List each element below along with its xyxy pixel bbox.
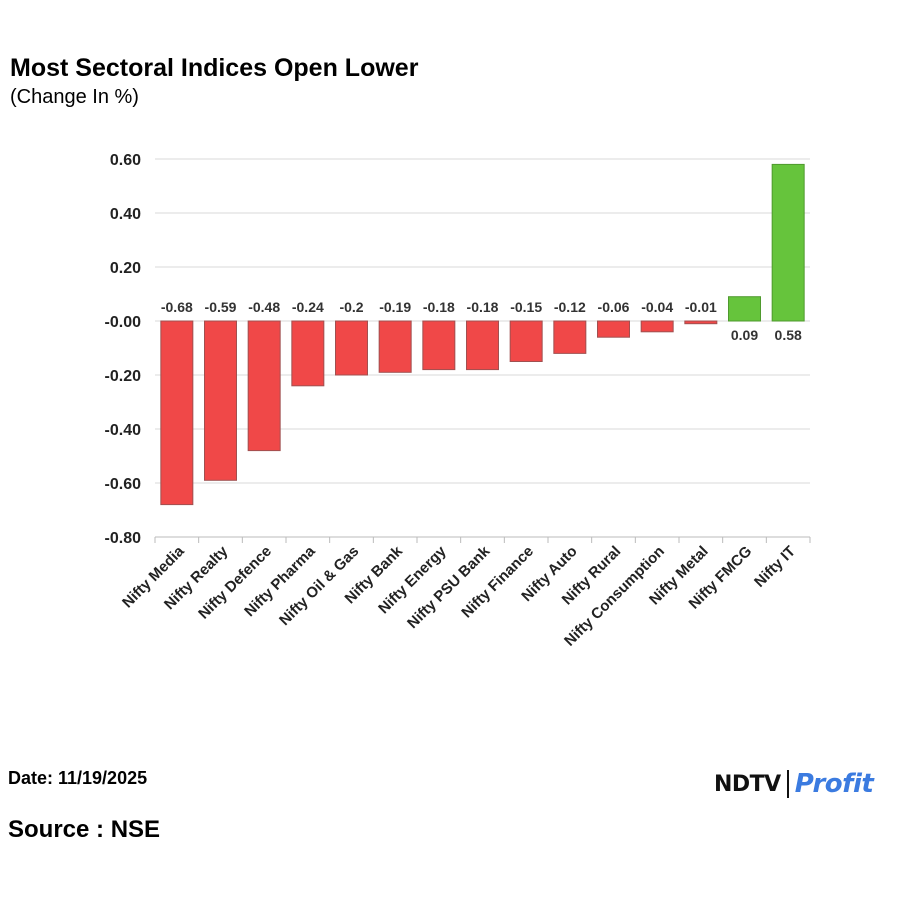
y-tick-label: -0.00 bbox=[105, 314, 142, 331]
value-label: -0.04 bbox=[641, 299, 673, 315]
value-label: -0.48 bbox=[248, 299, 280, 315]
x-tick-label: Nifty Oil & Gas bbox=[276, 543, 362, 629]
bar bbox=[728, 296, 761, 322]
bar bbox=[553, 320, 587, 354]
value-label: -0.19 bbox=[379, 299, 411, 315]
footer-source: Source : NSE bbox=[8, 816, 161, 843]
bar bbox=[684, 320, 718, 325]
chart-title: Most Sectoral Indices Open Lower bbox=[10, 54, 419, 82]
value-labels: -0.68 -0.59 -0.48 -0.24 -0.2 -0.19 -0.18 -0.18-… bbox=[161, 299, 802, 343]
y-tick-label: -0.20 bbox=[105, 368, 142, 385]
footer-date: Date: 11/19/2025 bbox=[8, 768, 148, 788]
logo-divider bbox=[786, 770, 789, 798]
y-tick-label: -0.80 bbox=[105, 530, 142, 547]
bar bbox=[509, 320, 543, 362]
y-tick-label: 0.60 bbox=[110, 152, 141, 169]
chart-subtitle: (Change In %) bbox=[10, 86, 139, 108]
bar bbox=[640, 320, 674, 333]
bar bbox=[160, 320, 194, 506]
y-tick-label: -0.60 bbox=[105, 476, 142, 493]
ndtv-profit-logo: NDTV Profit bbox=[714, 766, 874, 802]
bar bbox=[597, 320, 630, 338]
bar bbox=[247, 320, 281, 452]
value-label: -0.68 bbox=[161, 299, 193, 315]
value-label: 0.58 bbox=[775, 327, 802, 343]
value-label: 0.09 bbox=[731, 327, 758, 343]
bar bbox=[422, 320, 456, 371]
bar bbox=[771, 163, 805, 322]
logo-profit-text: Profit bbox=[794, 769, 874, 799]
bar bbox=[335, 320, 368, 376]
value-label: -0.15 bbox=[510, 299, 542, 315]
bar bbox=[466, 320, 499, 371]
value-label: -0.2 bbox=[339, 299, 363, 315]
bars bbox=[160, 163, 805, 506]
y-tick-label: 0.20 bbox=[110, 260, 141, 277]
y-axis: 0.60 0.40 0.20 -0.00 -0.20 -0.40 -0.60 -0.80 bbox=[105, 152, 142, 547]
y-tick-label: 0.40 bbox=[110, 206, 141, 223]
value-label: -0.01 bbox=[685, 299, 717, 315]
x-tick-label: Nifty IT bbox=[751, 543, 799, 591]
logo-ndtv-text: NDTV bbox=[714, 771, 781, 797]
value-label: -0.18 bbox=[467, 299, 499, 315]
y-tick-label: -0.40 bbox=[105, 422, 142, 439]
value-label: -0.59 bbox=[205, 299, 237, 315]
bar bbox=[204, 320, 237, 481]
bar bbox=[378, 320, 412, 373]
value-label: -0.06 bbox=[598, 299, 630, 315]
bar bbox=[291, 320, 325, 387]
value-label: -0.12 bbox=[554, 299, 586, 315]
value-label: -0.18 bbox=[423, 299, 455, 315]
value-label: -0.24 bbox=[292, 299, 324, 315]
